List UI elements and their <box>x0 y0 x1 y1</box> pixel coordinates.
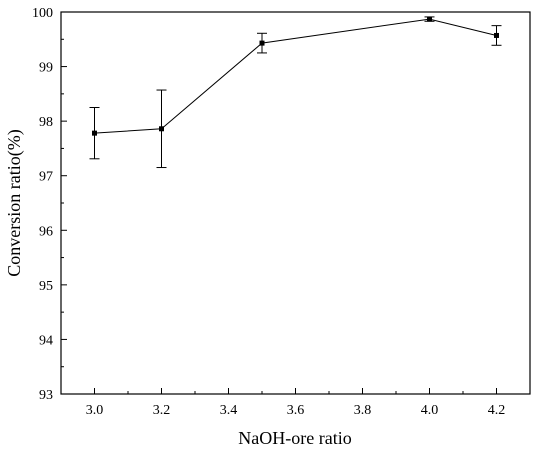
y-tick-label: 97 <box>39 170 53 185</box>
series-layer <box>89 16 502 169</box>
y-tick-label: 94 <box>39 333 53 348</box>
x-tick-label: 3.2 <box>153 403 171 418</box>
y-tick-label: 95 <box>39 279 53 294</box>
x-axis-title: NaOH-ore ratio <box>238 428 351 448</box>
y-axis: 93 94 95 96 97 98 99 100 <box>32 6 67 403</box>
plot-frame <box>60 11 531 395</box>
x-tick-label: 3.6 <box>287 403 305 418</box>
x-tick-label: 3.0 <box>86 403 104 418</box>
y-tick-label: 98 <box>39 115 53 130</box>
x-tick-label: 3.8 <box>354 403 372 418</box>
x-tick-label: 3.4 <box>220 403 238 418</box>
y-tick-label: 100 <box>32 6 53 21</box>
x-tick-label: 4.2 <box>488 403 506 418</box>
y-tick-label: 93 <box>39 388 53 403</box>
series-line <box>94 18 497 134</box>
y-tick-label: 96 <box>39 224 53 239</box>
data-point <box>494 32 499 38</box>
data-point <box>427 16 432 22</box>
x-tick-label: 4.0 <box>421 403 439 418</box>
x-axis: 3.0 3.2 3.4 3.6 3.8 4.0 4.2 <box>86 388 506 418</box>
y-tick-label: 99 <box>39 61 53 76</box>
data-point <box>159 126 164 132</box>
data-point <box>259 40 265 46</box>
y-axis-title: Conversion ratio(%) <box>4 129 25 276</box>
data-point <box>92 130 97 136</box>
